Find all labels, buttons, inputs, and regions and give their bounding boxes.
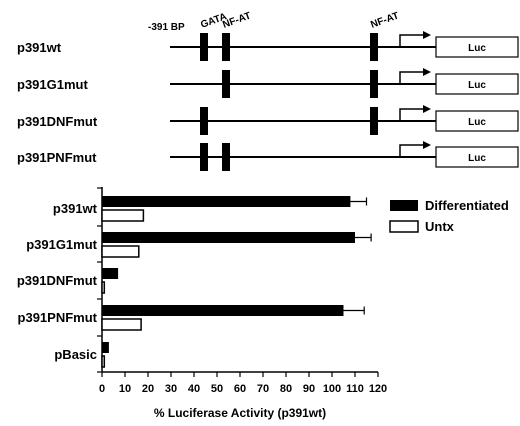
binding-site-nfat2 — [370, 70, 378, 98]
bar-untx — [101, 281, 106, 294]
x-axis-title: % Luciferase Activity (p391wt) — [154, 406, 326, 420]
x-tick-label: 60 — [234, 383, 246, 395]
site-label-nfat1: NF-AT — [221, 10, 252, 30]
legend-label-differentiated: Differentiated — [425, 198, 509, 213]
construct-name: p391DNFmut — [17, 114, 98, 129]
luciferase-box — [435, 73, 519, 95]
binding-site-nfat1 — [222, 70, 230, 98]
construct-row: p391PNFmut Luc — [17, 141, 519, 171]
arrow-head-icon — [423, 68, 431, 76]
x-tick-label: 20 — [142, 383, 154, 395]
start-position-label: -391 BP — [148, 22, 185, 33]
site-label-nfat2: NF-AT — [369, 10, 400, 30]
x-tick-label: 40 — [188, 383, 200, 395]
category-label: p391PNFmut — [18, 310, 98, 325]
construct-name: p391wt — [17, 40, 62, 55]
binding-site-gata — [200, 33, 208, 61]
luciferase-label: Luc — [468, 153, 486, 164]
transcription-start-arrow — [399, 144, 425, 157]
category-label: p391DNFmut — [17, 273, 98, 288]
arrow-head-icon — [423, 31, 431, 39]
construct-row: p391wt Luc — [17, 31, 519, 61]
bar-untx — [101, 318, 142, 331]
x-tick-label: 90 — [303, 383, 315, 395]
x-tick-label: 80 — [280, 383, 292, 395]
construct-name: p391G1mut — [17, 77, 88, 92]
bar-differentiated — [102, 342, 109, 353]
bar-differentiated — [102, 196, 351, 207]
binding-site-gata — [200, 107, 208, 135]
luciferase-bar-chart: p391wt p391G1mut p391DNFmut p391PNFmut pBasi… — [17, 187, 509, 420]
x-tick-label: 100 — [323, 383, 341, 395]
x-tick-label: 70 — [257, 383, 269, 395]
binding-site-nfat2 — [370, 107, 378, 135]
binding-site-nfat1 — [222, 143, 230, 171]
transcription-start-arrow — [399, 108, 425, 121]
luciferase-box — [435, 36, 519, 58]
transcription-start-arrow — [399, 71, 425, 84]
bar-untx — [101, 355, 106, 368]
x-tick-label: 120 — [369, 383, 387, 395]
construct-row: p391G1mut Luc — [17, 68, 519, 98]
transcription-start-arrow — [399, 34, 425, 47]
x-tick-label: 30 — [165, 383, 177, 395]
x-tick-label: 110 — [346, 383, 364, 395]
x-tick-label: 0 — [99, 383, 105, 395]
arrow-head-icon — [423, 141, 431, 149]
legend-swatch-differentiated — [390, 200, 418, 211]
bar-untx — [101, 245, 140, 258]
luciferase-label: Luc — [468, 43, 486, 54]
luciferase-box — [435, 110, 519, 132]
bar-differentiated — [102, 232, 355, 243]
legend-swatch-untx — [389, 220, 419, 233]
arrow-head-icon — [423, 105, 431, 113]
binding-site-nfat2 — [370, 33, 378, 61]
bar-differentiated — [102, 305, 344, 316]
x-tick-label: 50 — [211, 383, 223, 395]
luciferase-label: Luc — [468, 117, 486, 128]
binding-site-gata — [200, 143, 208, 171]
bar-differentiated — [102, 268, 119, 279]
construct-name: p391PNFmut — [17, 150, 97, 165]
x-tick-label: 10 — [119, 383, 131, 395]
legend-label-untx: Untx — [425, 219, 455, 234]
category-label: p391G1mut — [26, 237, 97, 252]
construct-row: p391DNFmut Luc — [17, 105, 519, 135]
bar-untx — [101, 209, 145, 222]
luciferase-label: Luc — [468, 80, 486, 91]
category-label: p391wt — [53, 201, 98, 216]
luciferase-box — [435, 146, 519, 168]
binding-site-nfat1 — [222, 33, 230, 61]
category-label: pBasic — [54, 347, 97, 362]
